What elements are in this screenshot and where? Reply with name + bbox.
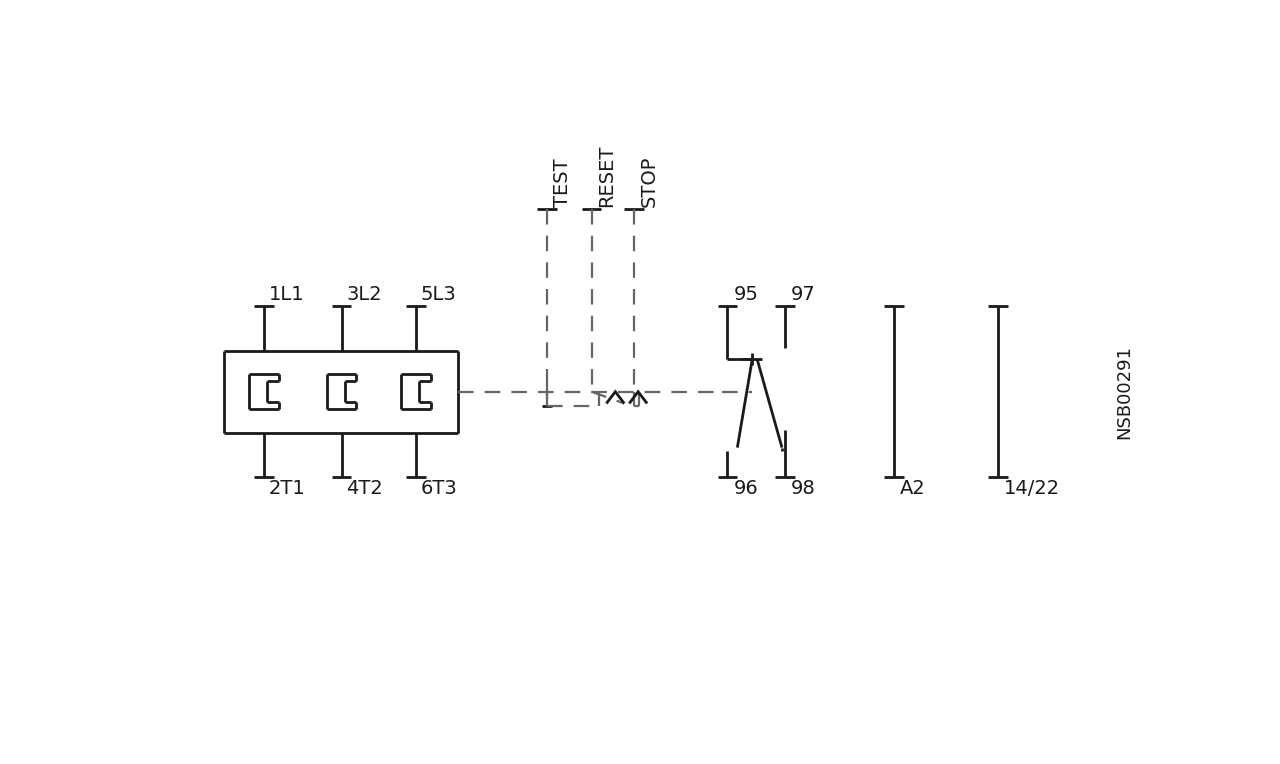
Text: 2T1: 2T1 [269,479,306,498]
Text: 97: 97 [791,285,815,304]
Text: 6T3: 6T3 [421,479,458,498]
Text: TEST: TEST [553,158,572,207]
Text: A2: A2 [900,479,925,498]
Text: NSB00291: NSB00291 [1115,345,1133,439]
Text: STOP: STOP [640,156,659,207]
Text: 3L2: 3L2 [347,285,383,304]
Text: 1L1: 1L1 [269,285,305,304]
Text: 95: 95 [733,285,758,304]
Text: RESET: RESET [598,144,617,207]
Text: 98: 98 [791,479,815,498]
Text: 4T2: 4T2 [347,479,383,498]
Text: 5L3: 5L3 [421,285,457,304]
Text: 96: 96 [733,479,758,498]
Text: 14/22: 14/22 [1005,479,1060,498]
